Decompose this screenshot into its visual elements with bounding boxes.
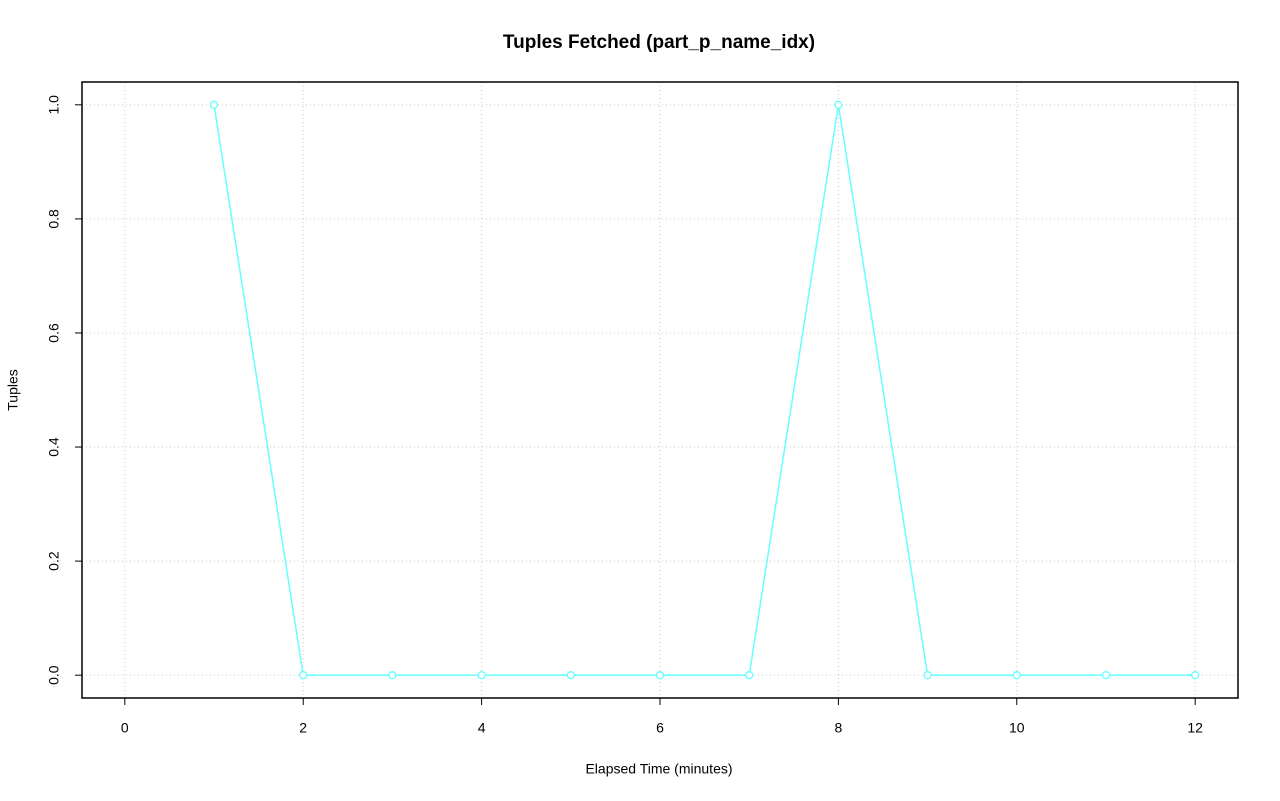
x-tick-label: 0 [121,720,129,736]
y-tick-label: 1.0 [46,95,62,115]
data-point [923,671,932,680]
x-tick-label: 2 [299,720,307,736]
x-tick-label: 10 [1009,720,1025,736]
x-tick-label: 4 [478,720,486,736]
data-point [477,671,486,680]
data-point [1012,671,1021,680]
data-point [299,671,308,680]
y-tick-label: 0.2 [46,551,62,571]
y-axis-label: Tuples [5,369,21,411]
x-tick-label: 6 [656,720,664,736]
data-point [1101,671,1111,680]
chart-title: Tuples Fetched (part_p_name_idx) [503,32,815,53]
y-tick-label: 0.4 [46,437,62,457]
plot-frame [81,81,1239,699]
series-line [213,104,1196,676]
y-tick-label: 0.6 [46,323,62,343]
x-tick-label: 12 [1187,720,1203,736]
y-tick-label: 0.8 [46,209,62,229]
data-point [834,100,843,109]
x-axis-label: Elapsed Time (minutes) [585,761,732,777]
x-tick-label: 8 [834,720,842,736]
data-point [1191,671,1200,680]
y-tick-label: 0.0 [46,665,62,685]
data-point [388,671,397,680]
data-point [566,671,575,680]
data-point [745,671,754,680]
data-point [655,671,665,680]
data-point [209,100,219,109]
